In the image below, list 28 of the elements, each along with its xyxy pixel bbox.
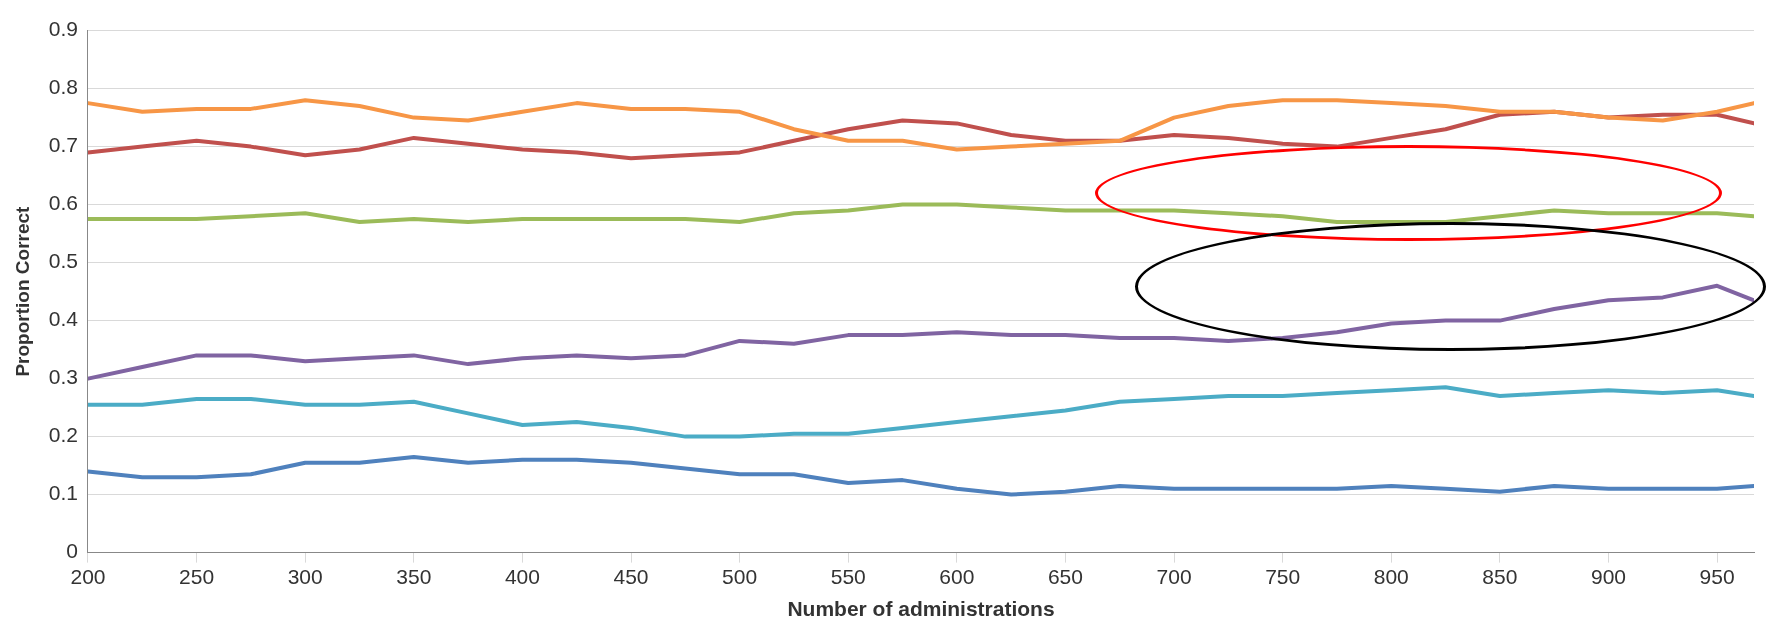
x-tick-label: 550 <box>830 565 866 588</box>
x-tick-label: 800 <box>1373 565 1409 588</box>
y-tick-label: 0.4 <box>48 307 79 331</box>
x-tick-label: 950 <box>1699 565 1735 588</box>
y-tick-label: 0.1 <box>48 481 78 505</box>
x-tick-label: 450 <box>613 565 649 588</box>
x-tick-label: 250 <box>179 565 215 588</box>
x-tick-label: 850 <box>1482 565 1518 588</box>
x-tick-label: 700 <box>1156 565 1192 588</box>
y-tick-label: 0.2 <box>48 423 78 447</box>
y-tick-label: 0 <box>66 539 78 563</box>
x-tick-label: 350 <box>396 565 432 588</box>
y-tick-label: 0.5 <box>48 249 78 273</box>
x-tick-label: 900 <box>1590 565 1626 588</box>
y-tick-label: 0.9 <box>48 17 78 41</box>
x-tick-label: 300 <box>287 565 323 588</box>
y-tick-label: 0.8 <box>48 75 78 99</box>
x-tick-label: 200 <box>70 565 106 588</box>
y-tick-label: 0.7 <box>48 133 78 157</box>
x-axis-title: Number of administrations <box>787 597 1055 621</box>
x-tick-label: 650 <box>1047 565 1083 588</box>
x-tick-label: 750 <box>1265 565 1301 588</box>
x-tick-label: 600 <box>939 565 975 588</box>
x-tick-label: 500 <box>722 565 758 588</box>
x-tick-label: 400 <box>504 565 540 588</box>
y-tick-label: 0.6 <box>48 191 78 215</box>
y-axis-title: Proportion Correct <box>11 205 33 377</box>
y-tick-label: 0.3 <box>48 365 78 389</box>
